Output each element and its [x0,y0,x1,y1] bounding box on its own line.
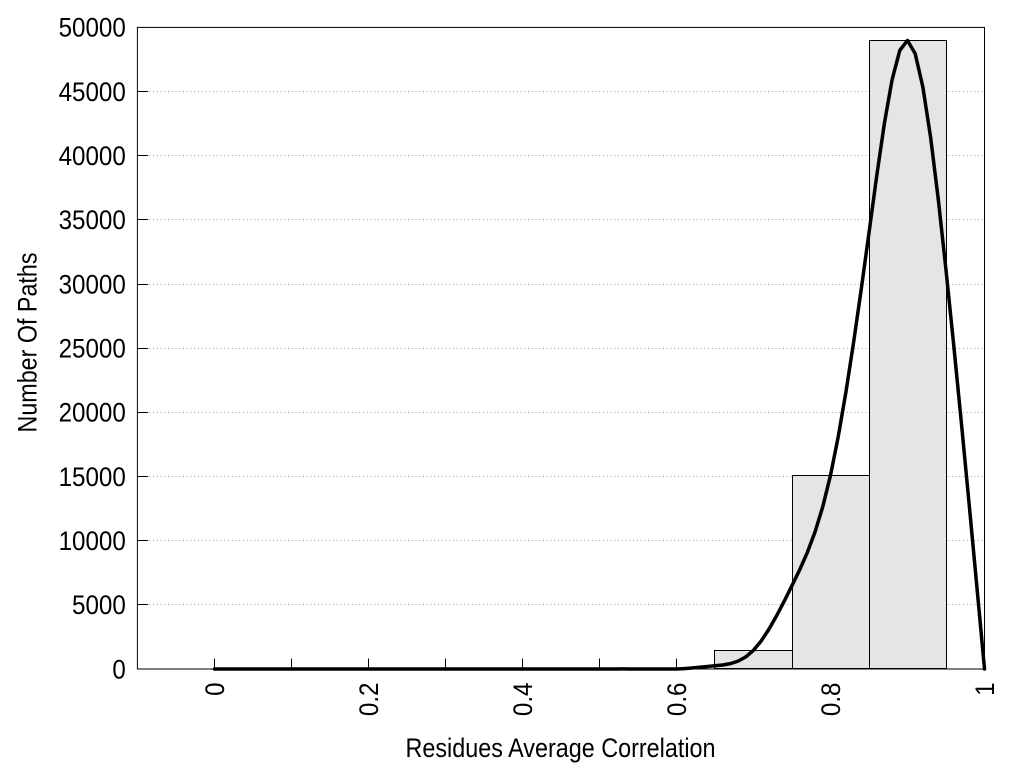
svg-text:40000: 40000 [59,141,126,171]
svg-text:35000: 35000 [59,205,126,235]
svg-text:0.8: 0.8 [816,683,846,717]
svg-text:45000: 45000 [59,77,126,107]
svg-text:0.4: 0.4 [508,683,538,717]
svg-text:25000: 25000 [59,334,126,364]
svg-text:5000: 5000 [72,590,126,620]
svg-text:0: 0 [112,654,125,684]
svg-text:0: 0 [200,683,230,696]
svg-text:20000: 20000 [59,398,126,428]
svg-text:30000: 30000 [59,269,126,299]
svg-text:10000: 10000 [59,526,126,556]
svg-text:0.2: 0.2 [354,683,384,717]
svg-text:1: 1 [970,683,1000,696]
svg-text:Number Of Paths: Number Of Paths [13,253,43,433]
svg-text:50000: 50000 [59,13,126,43]
svg-text:Residues Average Correlation: Residues Average Correlation [406,733,716,763]
svg-text:0.6: 0.6 [662,683,692,717]
svg-text:15000: 15000 [59,462,126,492]
